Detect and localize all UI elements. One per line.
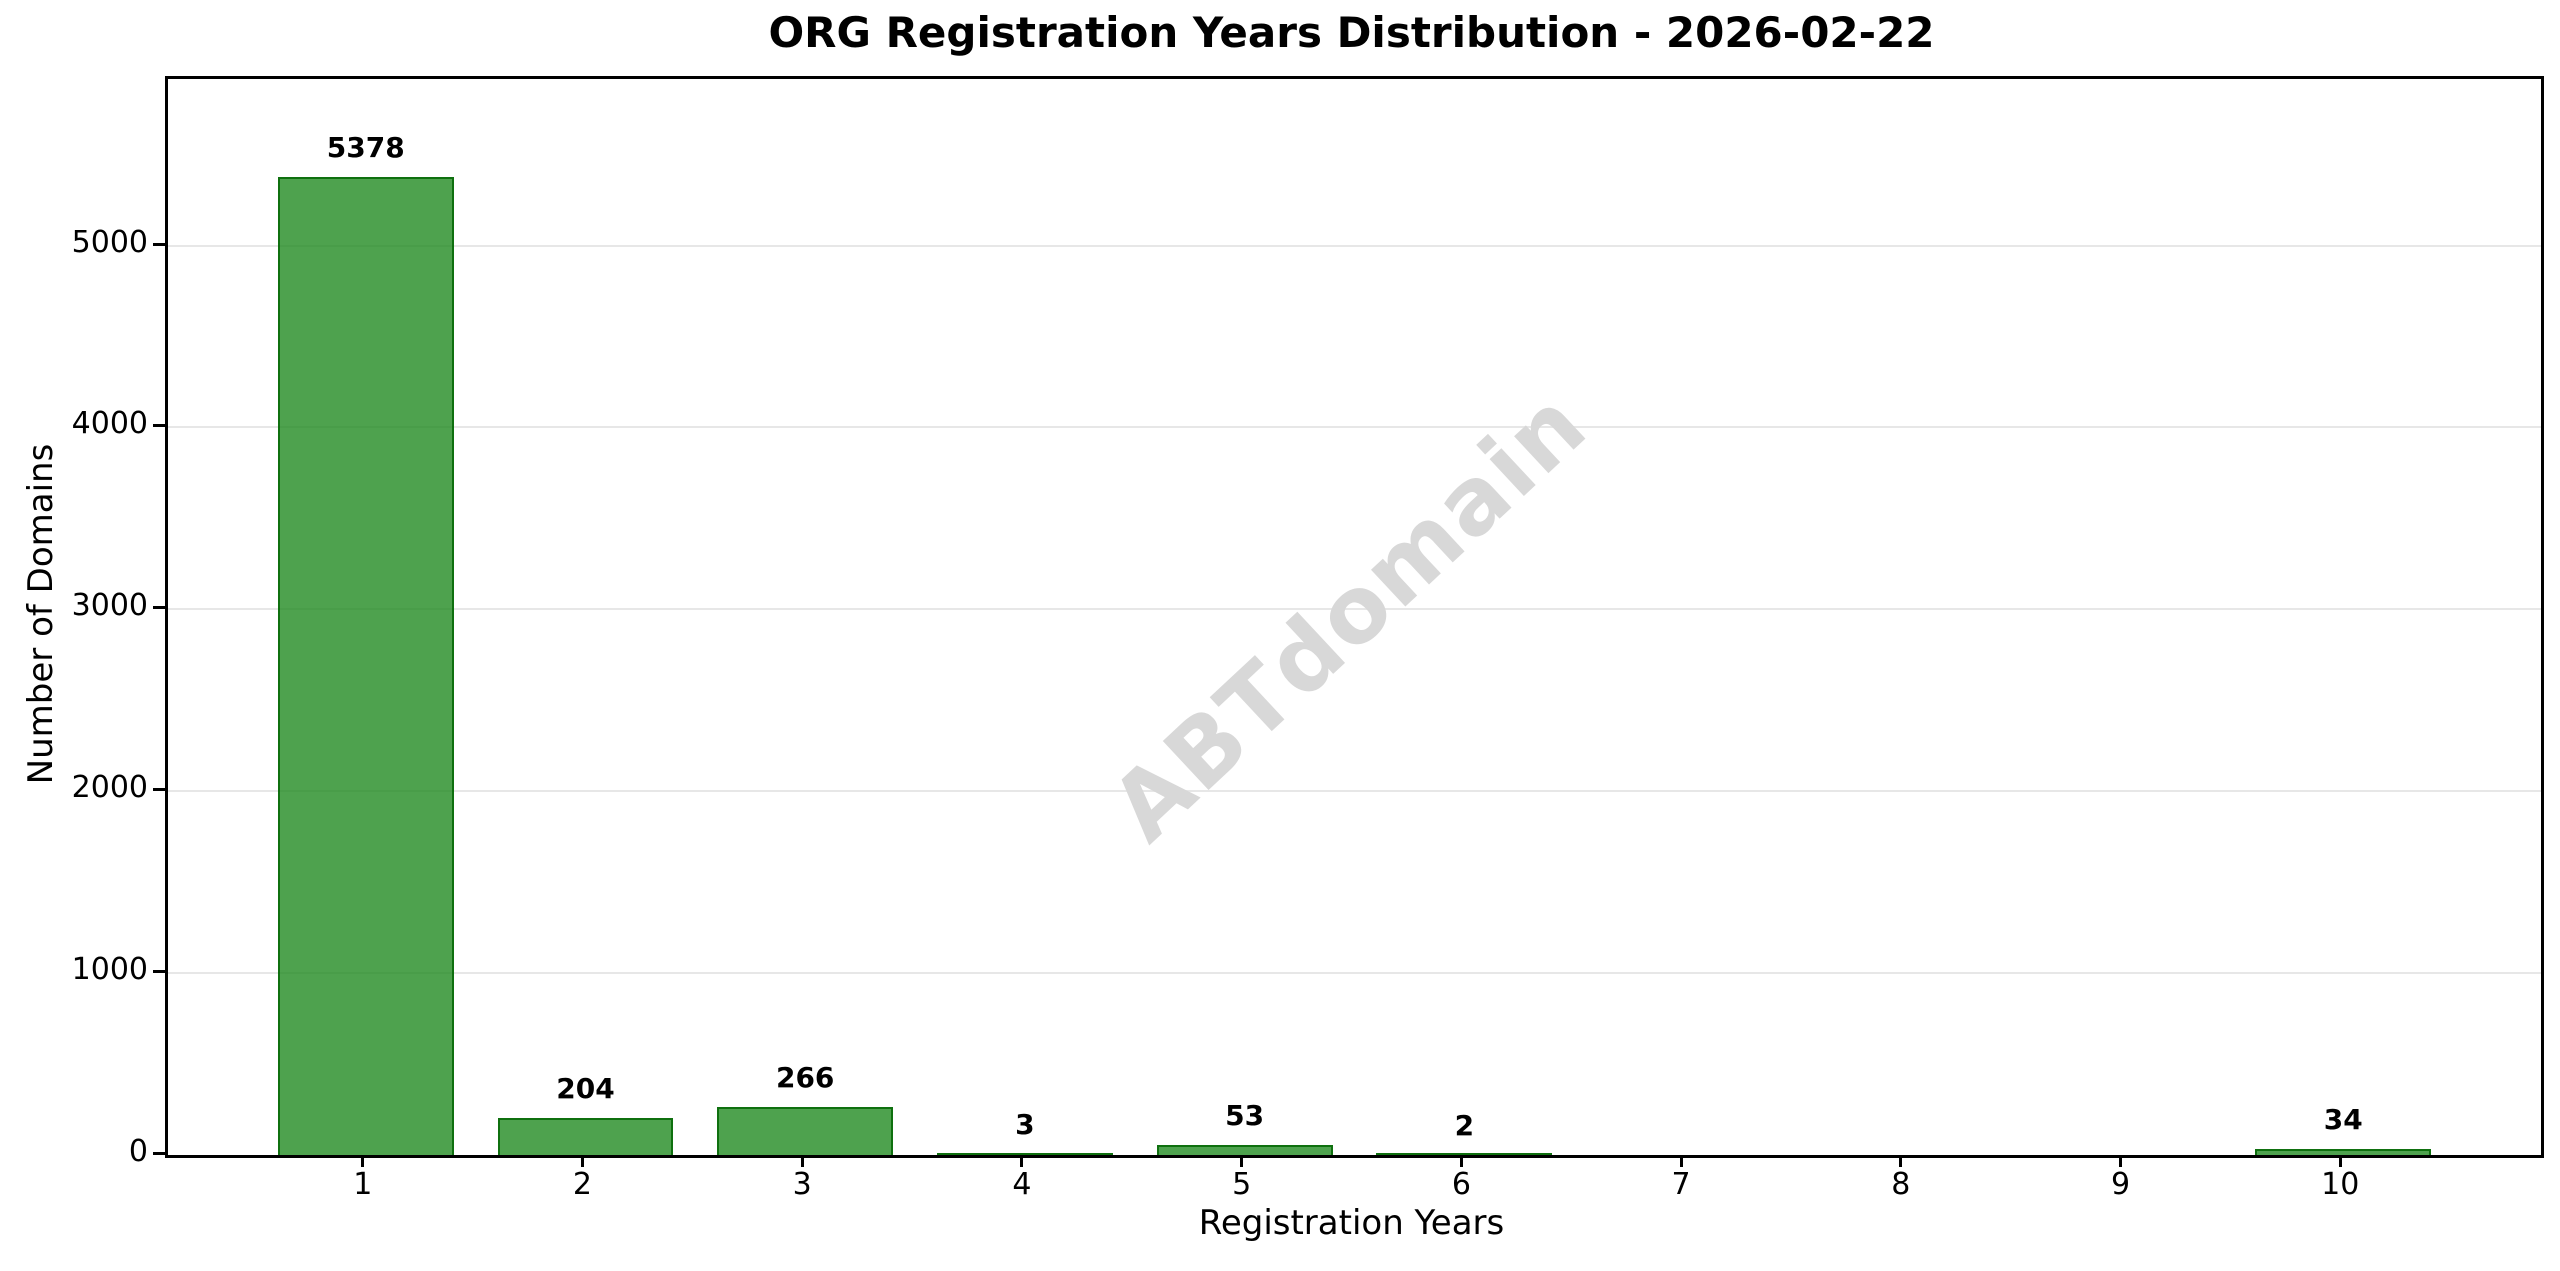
x-tick-mark-6 — [1459, 1155, 1463, 1167]
x-tick-label-8: 8 — [1891, 1167, 1911, 1202]
bar-year-2 — [497, 1117, 674, 1155]
y-tick-mark-5000 — [153, 242, 165, 246]
gridline-1000 — [168, 972, 2541, 975]
y-tick-mark-2000 — [153, 788, 165, 792]
y-tick-label-2000: 2000 — [71, 770, 148, 806]
bar-year-4 — [937, 1153, 1113, 1155]
y-tick-mark-4000 — [153, 424, 165, 428]
x-tick-label-10: 10 — [2321, 1167, 2360, 1202]
x-tick-mark-3 — [800, 1155, 804, 1167]
x-tick-mark-1 — [361, 1155, 365, 1167]
x-tick-mark-7 — [1679, 1155, 1683, 1167]
x-tick-mark-2 — [580, 1155, 584, 1167]
y-tick-label-0: 0 — [128, 1134, 148, 1169]
plot-area: ABTdomain 5378 204 266 3 53 2 34 — [165, 76, 2544, 1158]
chart-title: ORG Registration Years Distribution - 20… — [768, 8, 1935, 57]
x-tick-label-5: 5 — [1232, 1167, 1252, 1202]
x-tick-mark-10 — [2338, 1155, 2342, 1167]
gridline-3000 — [168, 608, 2541, 611]
gridline-5000 — [168, 244, 2541, 247]
bar-value-label-1: 5378 — [326, 130, 405, 164]
bar-value-label-4: 3 — [1015, 1108, 1035, 1142]
x-tick-label-3: 3 — [792, 1167, 812, 1202]
gridline-4000 — [168, 426, 2541, 429]
x-tick-label-7: 7 — [1671, 1167, 1691, 1202]
y-tick-label-1000: 1000 — [71, 952, 148, 988]
bar-year-10 — [2255, 1148, 2432, 1155]
bar-value-label-3: 266 — [775, 1060, 835, 1094]
bar-year-3 — [717, 1106, 894, 1155]
x-tick-label-6: 6 — [1451, 1167, 1471, 1202]
bar-year-5 — [1156, 1145, 1333, 1155]
x-tick-mark-9 — [2119, 1155, 2123, 1167]
bar-value-label-2: 204 — [556, 1071, 615, 1105]
bar-value-label-5: 53 — [1225, 1099, 1265, 1133]
y-tick-mark-0 — [153, 1152, 165, 1155]
bar-year-1 — [277, 176, 454, 1155]
y-tick-label-5000: 5000 — [71, 224, 148, 260]
x-tick-label-2: 2 — [572, 1167, 593, 1202]
x-tick-label-9: 9 — [2110, 1167, 2131, 1202]
x-axis-label: Registration Years — [1198, 1203, 1505, 1243]
watermark-text: ABTdomain — [1090, 370, 1608, 862]
y-tick-mark-3000 — [153, 606, 165, 610]
x-tick-label-4: 4 — [1012, 1167, 1032, 1202]
x-tick-label-1: 1 — [353, 1167, 373, 1202]
y-tick-mark-1000 — [153, 970, 165, 974]
bar-value-label-10: 34 — [2323, 1102, 2363, 1136]
x-tick-mark-5 — [1240, 1155, 1244, 1167]
y-axis-label: Number of Domains — [21, 443, 61, 785]
x-tick-mark-4 — [1020, 1155, 1024, 1167]
gridline-2000 — [168, 790, 2541, 793]
bar-value-label-6: 2 — [1454, 1108, 1475, 1142]
y-tick-label-4000: 4000 — [71, 406, 148, 442]
bar-year-6 — [1376, 1153, 1553, 1155]
y-tick-label-3000: 3000 — [71, 588, 148, 624]
x-tick-mark-8 — [1899, 1155, 1903, 1167]
